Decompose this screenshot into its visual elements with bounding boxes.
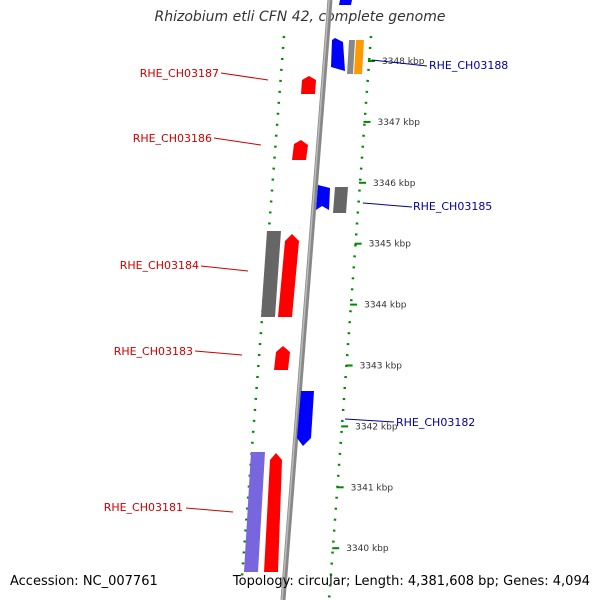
leader-rhe-ch03185 [362,202,413,208]
gene-arrow-rhe-ch03184 [278,234,299,317]
topology-text: Topology: circular; Length: 4,381,608 bp… [232,574,590,589]
gene-label-rhe-ch03182: RHE_CH03182 [396,416,475,429]
gene-arrow-rhe-ch03183 [274,346,290,370]
gene-arrow-top-partial [339,0,352,5]
feature-box-violet [244,452,265,572]
gene-arrow-rhe-ch03185 [316,185,330,210]
gene-label-rhe-ch03184: RHE_CH03184 [120,259,199,272]
kbp-tick-label: 3348 kbp [382,57,425,67]
gene-label-rhe-ch03186: RHE_CH03186 [133,132,212,145]
gene-label-rhe-ch03185: RHE_CH03185 [413,200,492,213]
kbp-tick-label: 3346 kbp [373,179,416,189]
gene-arrow-rhe-ch03187 [301,76,316,94]
feature-box-gray-1 [347,40,355,74]
gene-label-rhe-ch03188: RHE_CH03188 [429,59,508,72]
gene-label-rhe-ch03187: RHE_CH03187 [140,67,219,80]
leader-rhe-ch03184 [200,265,249,272]
leader-rhe-ch03181 [185,507,234,513]
genome-backbone-highlight [281,0,330,600]
leader-rhe-ch03186 [213,137,262,146]
gene-arrow-rhe-ch03186 [292,140,308,160]
inner-ruler [240,35,286,577]
map-title: Rhizobium etli CFN 42, complete genome [154,9,446,25]
feature-box-gray-2 [333,187,348,213]
outer-ruler [327,35,373,600]
leader-rhe-ch03188 [371,59,428,67]
feature-box-gray-3 [261,231,281,317]
gene-arrow-rhe-ch03182 [297,391,314,446]
kbp-tick-label: 3345 kbp [369,240,412,250]
gene-arrow-rhe-ch03188 [331,38,345,71]
kbp-tick-label: 3340 kbp [346,544,389,554]
accession-text: Accession: NC_007761 [10,574,158,589]
kbp-tick-label: 3344 kbp [364,301,407,311]
genome-backbone [280,0,333,600]
leader-rhe-ch03187 [220,72,269,81]
feature-box-orange [354,40,364,74]
gene-label-rhe-ch03183: RHE_CH03183 [114,345,193,358]
leader-rhe-ch03183 [194,350,243,356]
kbp-tick-label: 3347 kbp [378,118,421,128]
kbp-tick-label: 3342 kbp [355,422,398,432]
leader-rhe-ch03182 [344,418,395,423]
gene-label-rhe-ch03181: RHE_CH03181 [104,501,183,514]
kbp-tick-label: 3343 kbp [360,362,403,372]
kbp-tick-label: 3341 kbp [351,483,394,493]
gene-arrow-rhe-ch03181 [264,453,282,572]
